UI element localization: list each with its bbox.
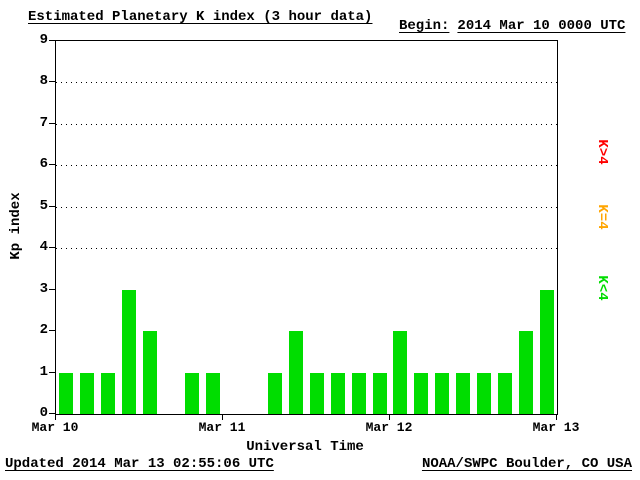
- y-tick-label: 9: [39, 32, 48, 48]
- begin-timestamp: Begin: 2014 Mar 10 0000 UTC: [399, 18, 625, 34]
- y-tick-label: 0: [39, 405, 48, 421]
- y-tick-mark: [49, 205, 55, 207]
- chart-title: Estimated Planetary K index (3 hour data…: [28, 9, 373, 25]
- x-tick-label: Mar 12: [365, 420, 413, 435]
- kp-bar: [372, 372, 387, 414]
- kp-bar: [435, 372, 450, 414]
- x-tick-mark: [389, 415, 390, 420]
- y-axis-label: Kp index: [8, 192, 24, 260]
- x-axis-label: Universal Time: [246, 439, 364, 455]
- kp-bar: [393, 331, 408, 414]
- kp-bar: [268, 372, 283, 414]
- legend-kp-above-4: K>4: [594, 139, 610, 165]
- plot-area: [55, 40, 558, 415]
- updated-timestamp: Updated 2014 Mar 13 02:55:06 UTC: [5, 456, 274, 472]
- kp-bar: [205, 372, 220, 414]
- y-tick-mark: [49, 122, 55, 124]
- y-tick-label: 5: [39, 197, 48, 214]
- y-tick-mark: [49, 81, 55, 83]
- y-tick-label: 4: [39, 239, 48, 256]
- y-tick-label: 1: [39, 363, 48, 380]
- y-tick-mark: [49, 371, 55, 373]
- kp-bar: [518, 331, 533, 414]
- gridline: [56, 248, 557, 250]
- gridline: [56, 123, 557, 125]
- y-tick-label: 2: [39, 322, 48, 339]
- kp-bar: [309, 372, 324, 414]
- y-tick-mark: [49, 288, 55, 290]
- x-tick-mark: [556, 415, 557, 420]
- kp-bar: [414, 372, 429, 414]
- y-tick-mark: [49, 164, 55, 166]
- y-tick-label: 6: [39, 156, 48, 173]
- kp-bar: [122, 289, 137, 414]
- y-tick-label: 8: [39, 73, 48, 90]
- kp-bar: [289, 331, 304, 414]
- kp-bar: [184, 372, 199, 414]
- y-tick-mark: [49, 330, 55, 332]
- kp-bar: [142, 331, 157, 414]
- kp-bar: [101, 372, 116, 414]
- x-tick-label: Mar 11: [198, 420, 246, 435]
- kp-bar: [456, 372, 471, 414]
- y-tick-mark: [49, 40, 55, 41]
- x-tick-label: Mar 10: [31, 420, 79, 435]
- gridline: [56, 165, 557, 167]
- x-tick-mark: [55, 415, 56, 420]
- y-tick-mark: [49, 413, 55, 414]
- kp-bar: [476, 372, 491, 414]
- legend-kp-below-4: K<4: [594, 275, 610, 301]
- begin-value: 2014 Mar 10 0000 UTC: [457, 18, 626, 34]
- kp-bar: [59, 372, 74, 414]
- x-tick-mark: [222, 415, 223, 420]
- y-tick-mark: [49, 247, 55, 249]
- gridline: [56, 82, 557, 84]
- kp-bar: [351, 372, 366, 414]
- kp-bar: [497, 372, 512, 414]
- gridline: [56, 206, 557, 208]
- x-tick-label: Mar 13: [532, 420, 580, 435]
- y-tick-label: 7: [39, 114, 48, 131]
- begin-label: Begin:: [399, 18, 450, 34]
- kp-bar: [539, 289, 554, 414]
- source-attribution: NOAA/SWPC Boulder, CO USA: [421, 456, 632, 472]
- y-tick-label: 3: [39, 280, 48, 297]
- kp-bar: [330, 372, 345, 414]
- kp-bar: [80, 372, 95, 414]
- legend-kp-equal-4: K=4: [594, 204, 610, 230]
